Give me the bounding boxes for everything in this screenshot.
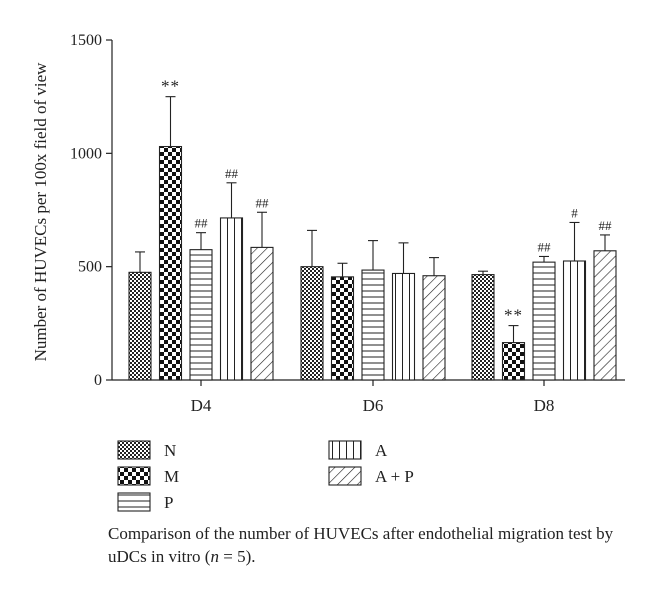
legend: NMP A A + P [117, 440, 414, 512]
legend-swatch [117, 492, 151, 512]
bar [391, 272, 416, 381]
significance-mark: ## [538, 239, 552, 254]
significance-mark: ## [225, 166, 239, 181]
bars-layer: ****########### [128, 77, 617, 381]
figure-caption: Comparison of the number of HUVECs after… [108, 522, 648, 568]
x-tick-label: D8 [534, 396, 555, 415]
legend-label: A [375, 441, 388, 460]
bar [422, 275, 446, 381]
y-tick-label: 1500 [70, 32, 102, 49]
bar [158, 145, 183, 381]
y-tick-label: 1000 [70, 145, 102, 162]
significance-mark: ## [256, 195, 270, 210]
x-tick-label: D6 [363, 396, 384, 415]
bar [501, 342, 526, 381]
y-tick-label: 0 [94, 372, 102, 389]
legend-swatch [328, 466, 362, 486]
bar [532, 261, 556, 381]
significance-mark: ## [599, 218, 613, 233]
bar [250, 246, 274, 381]
y-tick-label: 500 [78, 259, 102, 276]
legend-label: P [164, 493, 173, 512]
legend-label: N [164, 441, 176, 460]
bar [361, 269, 385, 381]
legend-label: A + P [375, 467, 414, 486]
legend-label: M [164, 467, 179, 486]
significance-mark: ** [504, 306, 523, 325]
legend-swatch [117, 440, 151, 460]
bar [562, 260, 587, 381]
bar [330, 276, 355, 381]
bar [593, 250, 617, 381]
significance-mark: ## [195, 216, 209, 231]
bar [300, 266, 324, 381]
bar [189, 249, 213, 381]
y-axis: 0 500 1000 1500 [70, 32, 113, 389]
x-tick-label: D4 [191, 396, 212, 415]
bar [128, 271, 152, 381]
legend-swatch [328, 440, 362, 460]
y-axis-label: Number of HUVECs per 100x field of view [31, 62, 50, 362]
bar [219, 217, 244, 381]
significance-mark: # [571, 205, 578, 220]
caption-n-symbol: n [210, 547, 219, 566]
bar [471, 274, 495, 381]
caption-text-after: = 5). [218, 547, 256, 566]
significance-mark: ** [161, 77, 180, 96]
x-axis: D4 D6 D8 [112, 379, 625, 415]
legend-swatch [117, 466, 151, 486]
caption-text-before: Comparison of the number of HUVECs after… [108, 524, 614, 566]
